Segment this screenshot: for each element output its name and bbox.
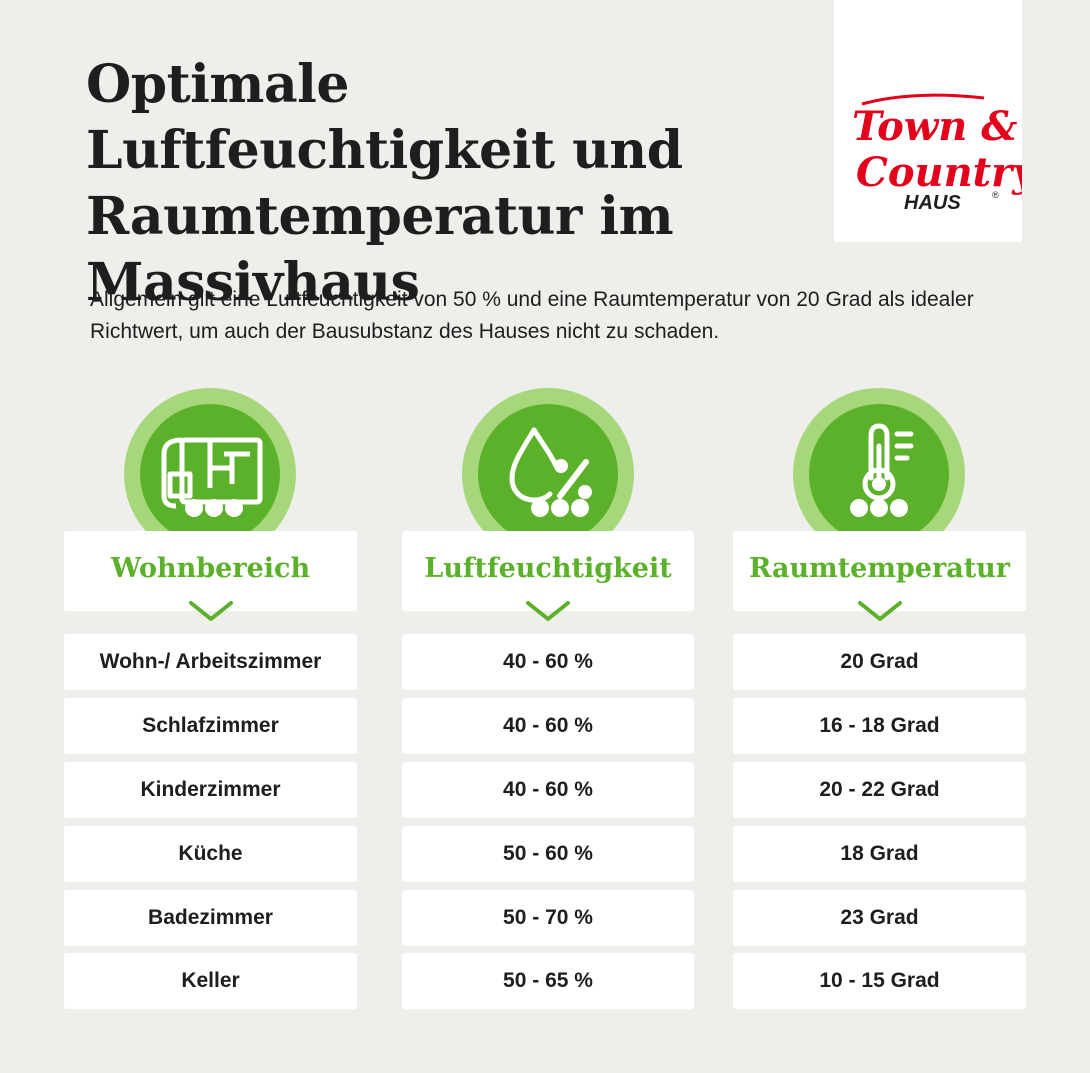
chevron-down-icon: [857, 601, 902, 621]
page-title: Optimale Luftfeuchtigkeit und Raumtemper…: [86, 54, 683, 313]
temperature-cell: 18 Grad: [733, 826, 1026, 882]
temperature-cell: 23 Grad: [733, 890, 1026, 946]
logo-text-line3: HAUS: [904, 192, 961, 214]
temperature-cell: 20 - 22 Grad: [733, 762, 1026, 818]
room-cell: Küche: [64, 826, 357, 882]
humidity-cell: 40 - 60 %: [402, 698, 694, 754]
column-header-wohnbereich: Wohnbereich: [64, 531, 357, 621]
humidity-cell: 50 - 65 %: [402, 953, 694, 1009]
humidity-cell: 50 - 70 %: [402, 890, 694, 946]
temperature-cell: 20 Grad: [733, 634, 1026, 690]
room-cell: Kinderzimmer: [64, 762, 357, 818]
column-header-label: Raumtemperatur: [748, 553, 1011, 584]
temperature-cell: 16 - 18 Grad: [733, 698, 1026, 754]
logo-registered: ®: [992, 190, 999, 200]
room-cell: Schlafzimmer: [64, 698, 357, 754]
humidity-cell: 40 - 60 %: [402, 634, 694, 690]
town-country-logo: Town & Country HAUS ®: [834, 0, 1022, 242]
column-header-label: Wohnbereich: [110, 553, 311, 584]
chevron-down-icon: [526, 601, 570, 621]
logo-text-line1: Town &: [852, 103, 1017, 150]
column-header-luftfeuchtigkeit: Luftfeuchtigkeit: [402, 531, 694, 621]
temperature-cell: 10 - 15 Grad: [733, 953, 1026, 1009]
room-cell: Keller: [64, 953, 357, 1009]
room-cell: Wohn-/ Arbeitszimmer: [64, 634, 357, 690]
humidity-cell: 40 - 60 %: [402, 762, 694, 818]
intro-text: Allgemein gilt eine Luftfeuchtigkeit von…: [90, 288, 974, 343]
humidity-cell: 50 - 60 %: [402, 826, 694, 882]
room-cell: Badezimmer: [64, 890, 357, 946]
column-header-label: Luftfeuchtigkeit: [424, 553, 672, 584]
column-header-raumtemperatur: Raumtemperatur: [733, 531, 1026, 621]
chevron-down-icon: [188, 601, 233, 621]
logo-text-line2: Country: [856, 149, 1022, 196]
